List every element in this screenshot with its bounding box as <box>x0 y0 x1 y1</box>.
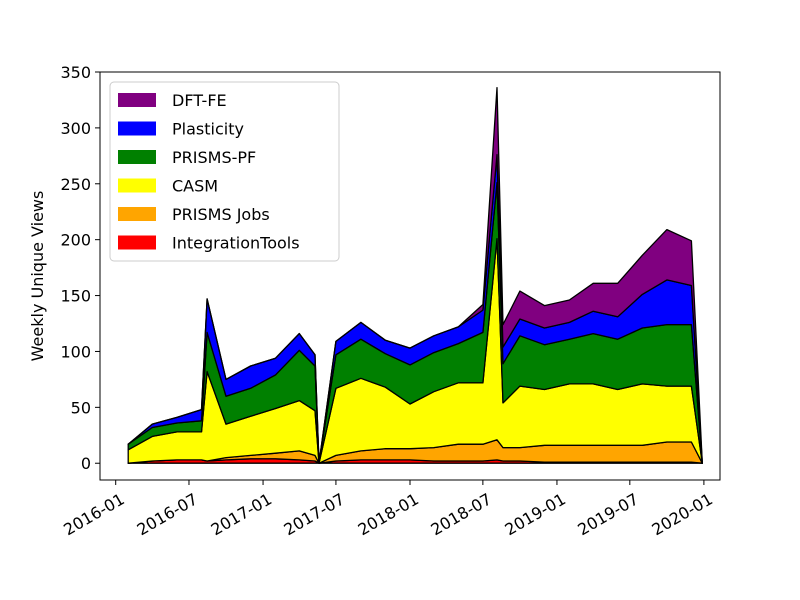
y-tick-label: 250 <box>60 175 91 194</box>
x-tick-label: 2018-01 <box>355 489 422 539</box>
x-tick-label: 2016-07 <box>134 489 201 539</box>
area-dft-fe <box>127 86 703 464</box>
x-tick-label: 2017-01 <box>208 489 275 539</box>
legend-label-prisms-jobs: PRISMS Jobs <box>172 205 270 224</box>
legend-swatch-prisms-pf <box>118 150 156 164</box>
legend-box <box>109 81 340 262</box>
x-tick-label: 2020-01 <box>648 489 715 539</box>
legend-label-dft-fe: DFT-FE <box>172 91 227 110</box>
y-tick-label: 0 <box>81 454 91 473</box>
x-axis: 2016-01 2016-07 2017-01 2017-07 2018-01 2018-… <box>60 480 716 539</box>
legend-label-prisms-pf: PRISMS-PF <box>172 148 256 167</box>
legend-swatch-dft-fe <box>118 93 156 107</box>
legend-label-plasticity: Plasticity <box>172 120 244 139</box>
x-tick-label: 2019-01 <box>502 489 569 539</box>
legend-swatch-integrationtools <box>118 235 156 250</box>
y-axis-label: Weekly Unique Views <box>28 191 47 362</box>
y-tick-label: 150 <box>60 287 91 306</box>
legend-swatch-prisms-jobs <box>118 207 156 221</box>
y-tick-label: 50 <box>71 398 91 417</box>
y-tick-label: 300 <box>60 119 91 138</box>
x-tick-label: 2019-07 <box>574 489 641 539</box>
legend-label-integrationtools: IntegrationTools <box>172 234 300 253</box>
x-tick-label: 2018-07 <box>427 489 494 539</box>
y-axis: 0 50 100 150 200 250 300 350 <box>60 63 100 473</box>
legend-label-casm: CASM <box>172 177 218 196</box>
y-tick-label: 350 <box>60 63 91 82</box>
x-tick-label: 2017-07 <box>281 489 348 539</box>
y-tick-label: 200 <box>60 231 91 250</box>
legend-swatch-casm <box>118 178 156 193</box>
legend-swatch-plasticity <box>118 121 156 136</box>
y-tick-label: 100 <box>60 342 91 361</box>
x-tick-label: 2016-01 <box>60 489 127 539</box>
legend: DFT-FE Plasticity PRISMS-PF CASM PRISMS Jobs… <box>109 81 340 262</box>
series-areas <box>127 86 703 464</box>
